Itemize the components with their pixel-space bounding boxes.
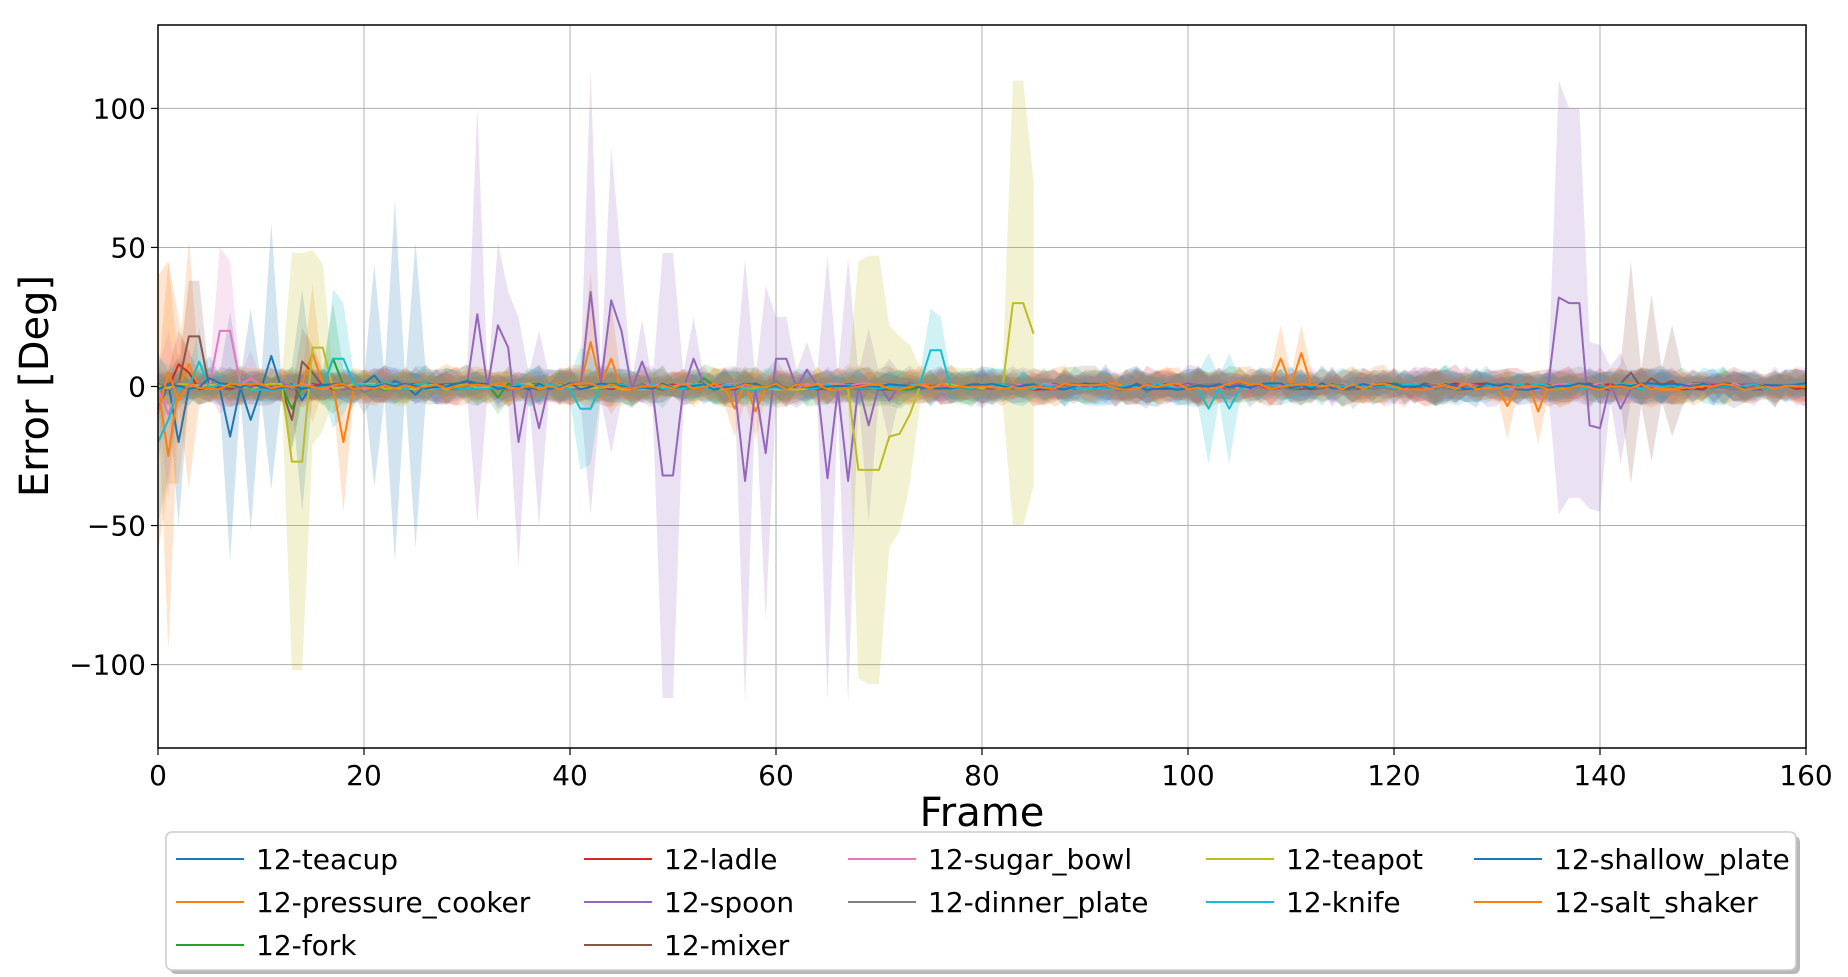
y-axis-label: Error [Deg] (12, 275, 58, 497)
series-line (157, 371, 1807, 415)
legend-items: 12-teacup 12-pressure_cooker 12-fork 12-lad… (176, 843, 1790, 962)
error-band (158, 261, 1806, 484)
x-tick-label: 0 (149, 759, 167, 792)
x-tick-label: 40 (552, 759, 588, 792)
legend-entry: 12-teacup (256, 843, 398, 876)
x-tick-label: 140 (1573, 759, 1626, 792)
legend-entry: 12-salt_shaker (1554, 886, 1758, 919)
y-tick-label: −50 (87, 510, 146, 543)
series-line (157, 377, 1807, 391)
x-tick-label: 120 (1367, 759, 1420, 792)
x-axis-label: Frame (920, 790, 1045, 836)
error-band (158, 200, 426, 562)
x-tick-label: 60 (758, 759, 794, 792)
legend-entry: 12-spoon (664, 886, 794, 919)
legend-entry: 12-knife (1286, 886, 1401, 919)
series-lines (157, 291, 1807, 482)
legend-entry: 12-dinner_plate (928, 886, 1148, 919)
error-band (158, 303, 1806, 451)
x-axis-ticks: 0 20 40 60 80 100 120 140 160 (149, 748, 1833, 792)
x-tick-label: 160 (1779, 759, 1832, 792)
error-band (158, 355, 1806, 408)
y-tick-label: 50 (110, 231, 146, 264)
legend-entry: 12-pressure_cooker (256, 886, 531, 919)
x-tick-label: 20 (346, 759, 382, 792)
x-tick-label: 80 (964, 759, 1000, 792)
legend: 12-teacup 12-pressure_cooker 12-fork 12-lad… (165, 831, 1800, 974)
series-line (157, 302, 1035, 471)
error-band (158, 80, 1034, 685)
y-tick-label: 0 (128, 371, 146, 404)
legend-entry: 12-sugar_bowl (928, 843, 1132, 876)
legend-entry: 12-ladle (664, 843, 777, 876)
y-tick-label: 100 (93, 92, 146, 125)
legend-entry: 12-shallow_plate (1554, 843, 1790, 876)
y-tick-label: −100 (69, 649, 146, 682)
legend-entry: 12-mixer (664, 929, 790, 962)
legend-entry: 12-teapot (1286, 843, 1423, 876)
y-axis-ticks: −100 −50 0 50 100 (69, 92, 158, 682)
x-tick-label: 100 (1161, 759, 1214, 792)
legend-entry: 12-fork (256, 929, 357, 962)
error-band (158, 247, 1806, 498)
legend-box (165, 831, 1797, 971)
